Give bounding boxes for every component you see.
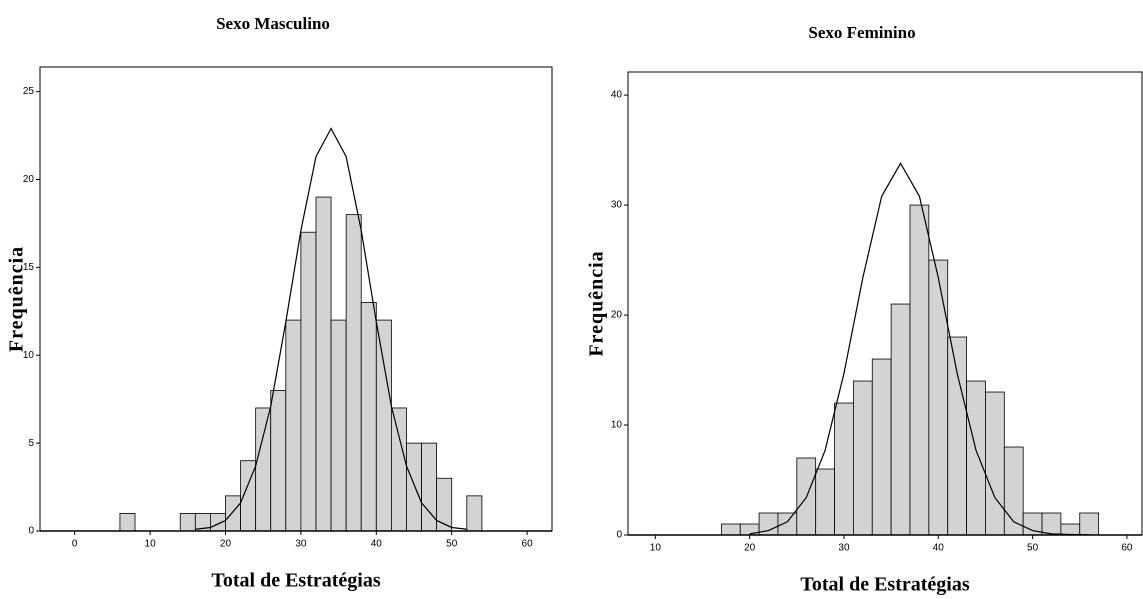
chart-title: Sexo Masculino — [216, 14, 330, 33]
normal-curve — [749, 162, 1090, 536]
bar — [390, 407, 407, 532]
bar — [853, 380, 873, 536]
y-tick-label: 20 — [611, 310, 623, 321]
normal-curve — [195, 127, 467, 530]
bar — [330, 319, 347, 532]
bar — [315, 196, 332, 532]
bar — [345, 214, 362, 532]
y-tick-label: 40 — [611, 90, 623, 101]
x-tick-label: 30 — [295, 539, 307, 550]
x-tick-label: 20 — [220, 539, 232, 550]
bar — [928, 259, 949, 536]
x-tick-label: 10 — [145, 539, 157, 550]
x-tick-label: 60 — [522, 539, 534, 550]
bar — [871, 358, 892, 536]
x-tick-label: 0 — [72, 539, 78, 550]
bar — [815, 468, 835, 536]
x-tick-label: 30 — [838, 543, 850, 554]
bar — [1079, 512, 1100, 536]
bar — [255, 407, 272, 532]
bar — [436, 477, 453, 532]
x-tick-label: 40 — [933, 543, 945, 554]
bar — [210, 513, 226, 532]
x-tick-label: 20 — [744, 543, 756, 554]
x-tick-label: 40 — [371, 539, 383, 550]
bar — [300, 231, 317, 532]
x-tick-label: 60 — [1121, 543, 1133, 554]
bar — [225, 495, 241, 532]
x-axis-label: Total de Estratégias — [211, 570, 380, 592]
y-tick-label: 30 — [611, 200, 623, 211]
bar — [1060, 523, 1081, 536]
bar — [777, 512, 798, 536]
x-tick-label: 50 — [446, 539, 458, 550]
bar — [985, 391, 1005, 536]
bar — [119, 513, 136, 532]
bar — [360, 302, 377, 532]
x-axis-label: Total de Estratégias — [800, 574, 969, 596]
bar — [270, 389, 287, 532]
bar — [909, 204, 930, 536]
bar — [890, 303, 911, 536]
bar — [947, 336, 967, 536]
bar — [375, 319, 392, 532]
y-axis-label: Frequência — [6, 246, 28, 352]
bar — [1041, 512, 1062, 536]
y-tick-label: 5 — [28, 438, 34, 449]
bar — [466, 495, 483, 532]
bar — [834, 402, 854, 536]
y-tick-label: 0 — [28, 526, 34, 537]
y-axis-label: Frequência — [586, 250, 608, 356]
y-tick-label: 10 — [23, 350, 35, 361]
x-tick-label: 50 — [1027, 543, 1039, 554]
y-tick-label: 10 — [611, 420, 623, 431]
y-tick-label: 15 — [23, 262, 35, 273]
y-tick-label: 25 — [23, 86, 35, 97]
chart-title: Sexo Feminino — [808, 23, 915, 42]
x-tick-label: 10 — [650, 543, 662, 554]
bar — [285, 319, 302, 532]
y-tick-label: 20 — [23, 174, 35, 185]
bar — [179, 513, 196, 532]
y-tick-label: 0 — [616, 530, 622, 541]
bar — [720, 523, 741, 536]
bar — [966, 380, 986, 536]
bar — [406, 442, 422, 532]
